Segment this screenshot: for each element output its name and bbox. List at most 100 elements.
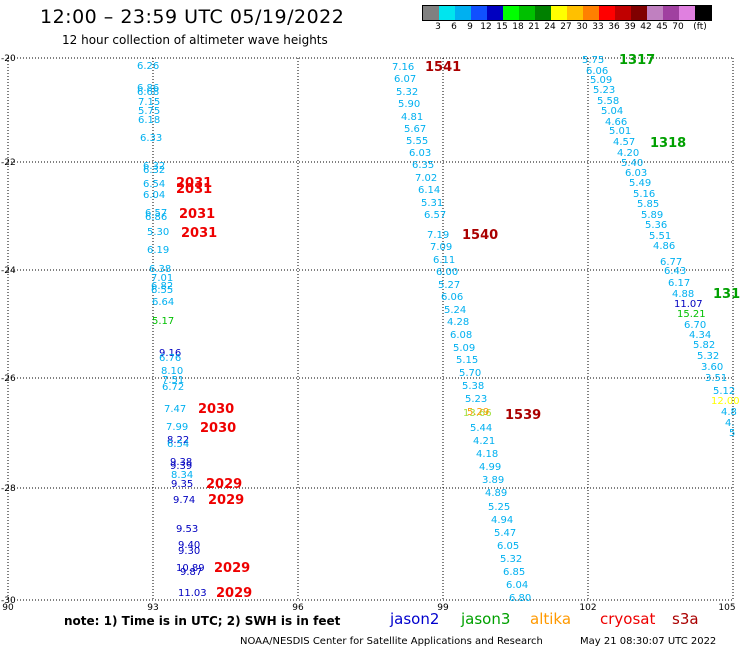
color-swatch [695,6,711,20]
pass-time-label: 2031 [176,182,212,197]
wave-height-value: 6.32 [143,161,165,172]
wave-height-value: 5.40 [621,158,643,169]
wave-height-value: 6.14 [418,185,440,196]
wave-height-value: 6.43 [664,266,686,277]
wave-height-value: 6.57 [145,208,167,219]
pass-time-label: 1318 [650,136,686,151]
pass-time-label: 2031 [181,226,217,241]
wave-height-value: 9.39 [170,461,192,472]
wave-height-value: 4.81 [401,112,423,123]
wave-height-value: 4.66 [605,117,627,128]
x-tick-label: 102 [579,603,596,613]
x-tick-label: 90 [2,603,14,613]
color-scale-label: 21 [528,22,540,32]
x-tick-label: 93 [147,603,158,613]
wave-height-value: 6.07 [394,74,416,85]
wave-height-value: 3.51 [705,373,727,384]
legend-jason3: jason3 [461,610,511,628]
page-title: 12:00 – 23:59 UTC 05/19/2022 [40,6,345,28]
wave-height-value: 7.16 [392,62,414,73]
x-tick-label: 99 [437,603,449,613]
wave-height-value: 6.35 [412,160,434,171]
color-scale-label: (ft) [693,22,707,32]
wave-height-value: 6.64 [152,297,174,308]
wave-height-value: 5.01 [609,126,631,137]
pass-time-label: 2030 [200,421,236,436]
wave-height-value: 5.89 [641,210,663,221]
x-tick-label: 96 [292,603,304,613]
color-swatch [471,6,487,20]
color-scale-label: 24 [544,22,556,32]
wave-height-value: 6.33 [140,133,162,144]
wave-height-value: 7.51 [162,375,184,386]
wave-height-value: 6.85 [503,567,525,578]
color-scale-label: 36 [608,22,620,32]
color-swatch [503,6,519,20]
color-swatch [583,6,599,20]
wave-height-value: 6.54 [167,439,189,450]
wave-height-value: 4.94 [491,515,513,526]
pass-time-label: 1317 [619,53,655,68]
legend-jason2: jason2 [390,610,440,628]
wave-height-value: 6.77 [660,257,682,268]
wave-height-value: 6.00 [436,267,458,278]
wave-height-value: 5.17 [152,316,174,327]
pass-time-label: 1539 [505,408,541,423]
wave-height-value: 5.30 [147,227,169,238]
wave-height-value: 6.11 [433,255,455,266]
wave-height-value: 6.04 [143,190,165,201]
wave-height-value: 5.31 [421,198,443,209]
color-scale-label: 45 [656,22,668,32]
wave-height-value: 8.34 [171,470,193,481]
wave-height-value: 5.23 [593,85,615,96]
generated-timestamp: May 21 08:30:07 UTC 2022 [580,636,717,647]
wave-height-value: 6.08 [450,330,472,341]
wave-height-value: 5.15 [456,355,478,366]
wave-height-value: 7.09 [430,242,452,253]
wave-height-value: 9.16 [159,348,181,359]
wave-height-value: 6.26 [137,61,159,72]
page-subtitle: 12 hour collection of altimeter wave hei… [62,33,328,47]
legend-altika: altika [530,610,572,628]
wave-height-value: 5.23 [465,394,487,405]
y-tick-label: -28 [1,484,16,494]
wave-height-value: 6.04 [506,580,528,591]
wave-height-value: 6.55 [151,285,173,296]
wave-height-value: 5.16 [633,189,655,200]
wave-height-value: 5.27 [438,280,460,291]
wave-height-value: 5.51 [649,231,671,242]
color-swatch [679,6,695,20]
color-scale-label: 42 [640,22,652,32]
wave-height-value: 5.70 [459,368,481,379]
pass-time-labels: 2031203120312031203020302029202920292029… [176,53,740,601]
pass-time-label: 2029 [214,561,250,576]
wave-height-value: 4.86 [653,241,675,252]
color-scale-bar [422,5,712,21]
legend-s3a: s3a [672,610,699,628]
color-swatch [567,6,583,20]
wave-height-value: 5.32 [500,554,522,565]
color-swatch [455,6,471,20]
wave-height-value: 9.87 [180,567,202,578]
wave-height-value: 4.28 [447,317,469,328]
wave-height-value: 4.8 [721,407,737,418]
wave-height-value: 5.55 [406,136,428,147]
wave-height-value: 5.49 [629,178,651,189]
wave-height-value: 5.09 [590,75,612,86]
wave-height-value: 9.30 [178,546,200,557]
wave-height-value: 12.00 [711,396,740,407]
wave-height-value: 6.70 [684,320,706,331]
axis-tick-labels: 90 93 96 99 102 105 -20 -22 -24 -26 -28 -30 [1,54,736,613]
wave-height-value: 9.40 [178,540,200,551]
wave-height-value: 8.10 [161,366,183,377]
map-grid [7,57,734,601]
wave-height-value: 5.32 [697,351,719,362]
wave-height-value: 7.19 [427,230,449,241]
color-swatch [615,6,631,20]
wave-height-value: 15.21 [677,309,706,320]
wave-height-value: 5.82 [693,340,715,351]
color-swatch [439,6,455,20]
footer-note: note: 1) Time is in UTC; 2) SWH is in fe… [64,614,341,628]
wave-height-value: 5.44 [470,423,492,434]
